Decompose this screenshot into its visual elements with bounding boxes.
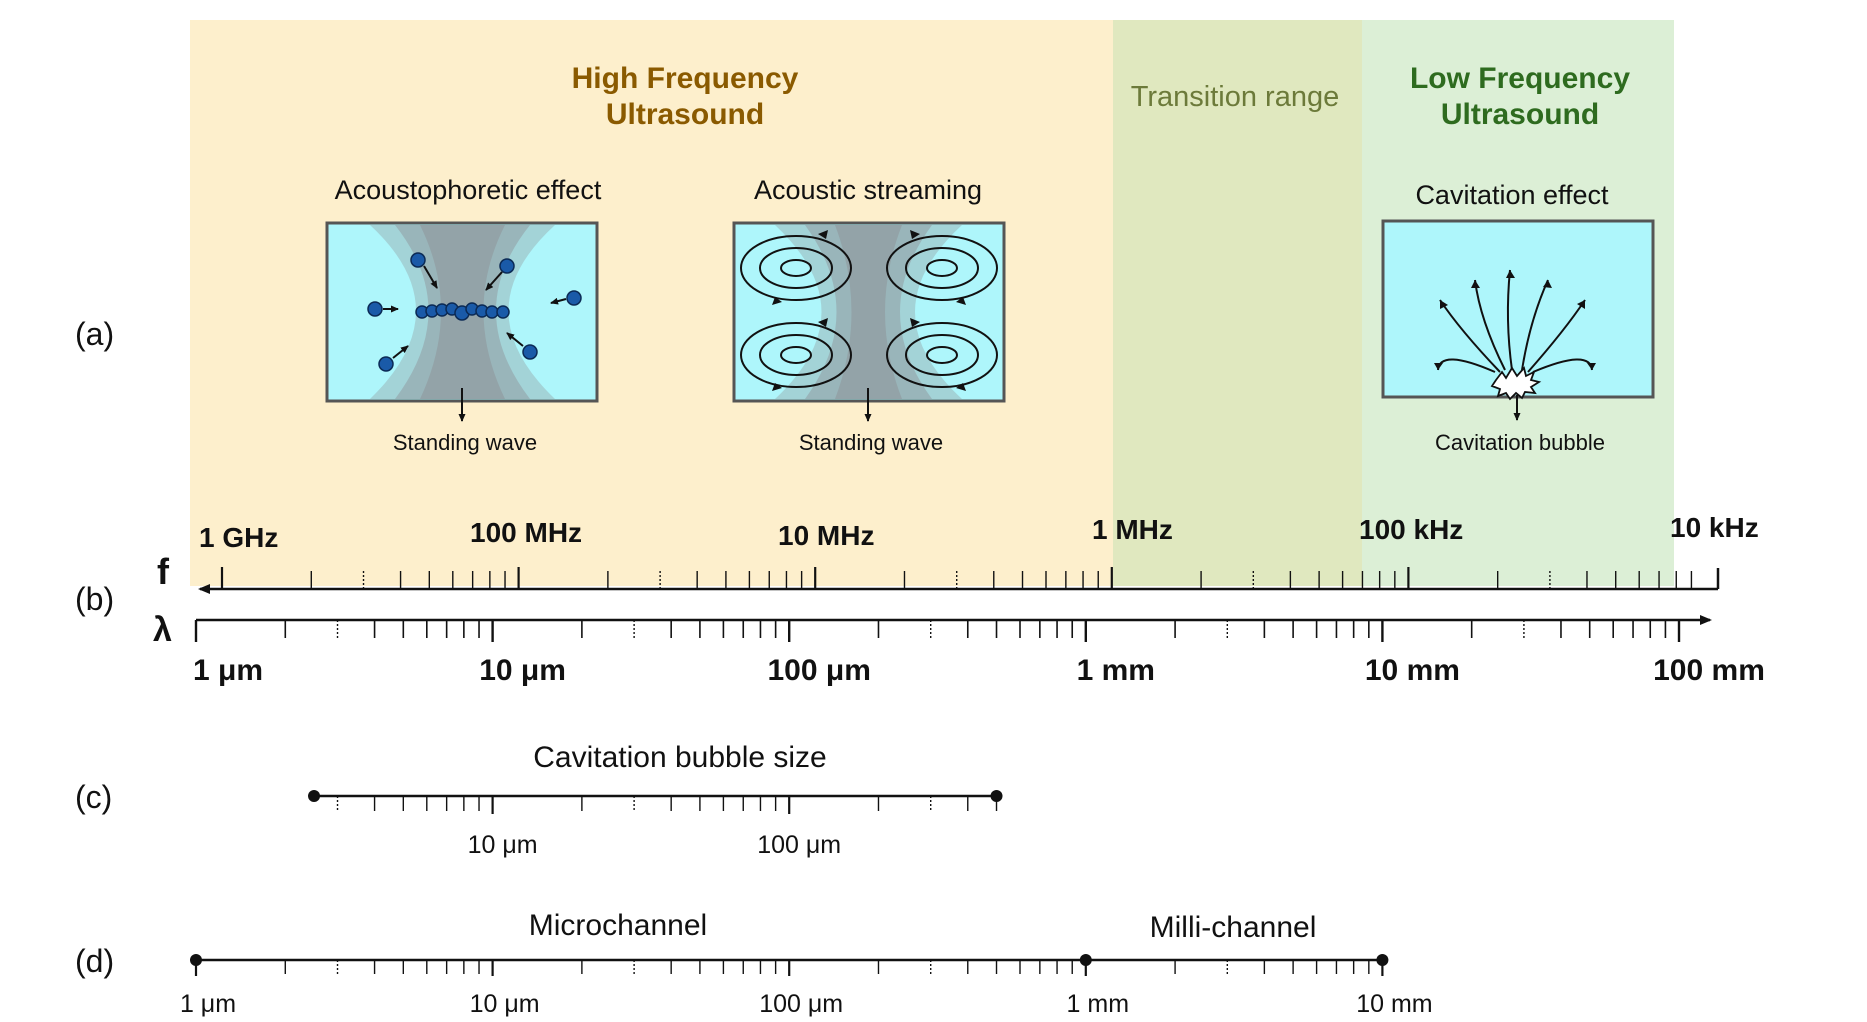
panel-label-c: (c) [75, 779, 112, 815]
bubble-label-10um: 10 μm [468, 831, 538, 859]
millichannel-end-dot [1376, 954, 1389, 966]
channel-label: 1 mm [1067, 990, 1130, 1018]
streaming-title: Acoustic streaming [754, 175, 982, 205]
bubble-size-end-dot [990, 790, 1003, 802]
wavelength-symbol: λ [153, 611, 172, 649]
bubble-size-title: Cavitation bubble size [533, 741, 827, 774]
freq-label-100khz: 100 kHz [1359, 514, 1463, 545]
freq-label-10mhz: 10 MHz [778, 520, 874, 551]
microchannel-start-dot [190, 954, 202, 966]
frequency-axis-ticks [220, 567, 1693, 589]
freq-label-100mhz: 100 MHz [470, 517, 582, 548]
channel-scale: 1 μm 10 μm 100 μm 1 mm 10 mm [180, 954, 1433, 1018]
wavelength-label: 1 μm [193, 654, 263, 687]
panel-label-b: (b) [75, 581, 114, 617]
channel-label: 100 μm [759, 990, 843, 1018]
cavitation-illustration: Cavitation effect Cavitation bubble [1381, 180, 1655, 455]
bubble-label-100um: 100 μm [757, 831, 841, 859]
channel-label: 10 μm [470, 990, 540, 1018]
bubble-size-scale: 10 μm 100 μm [308, 790, 1003, 859]
acoustophoretic-title: Acoustophoretic effect [335, 175, 602, 205]
wavelength-label: 10 mm [1365, 654, 1460, 687]
channel-boundary-dot [1079, 954, 1092, 966]
streaming-caption: Standing wave [799, 430, 943, 455]
wavelength-label: 100 μm [767, 654, 870, 687]
acoustophoretic-caption: Standing wave [393, 430, 537, 455]
panel-label-a: (a) [75, 316, 114, 352]
wavelength-axis-ticks [194, 620, 1681, 642]
channel-label: 10 mm [1356, 990, 1432, 1018]
cavitation-caption: Cavitation bubble [1435, 430, 1605, 455]
bubble-size-start-dot [308, 790, 321, 802]
wavelength-label: 100 mm [1653, 654, 1765, 687]
wavelength-label: 10 μm [479, 654, 566, 687]
transition-title: Transition range [1131, 81, 1339, 113]
freq-label-1mhz: 1 MHz [1092, 514, 1173, 545]
freq-label-10khz: 10 kHz [1670, 512, 1759, 543]
low-frequency-title-line1: Low Frequency [1410, 62, 1630, 95]
panel-label-d: (d) [75, 943, 114, 979]
freq-label-1ghz: 1 GHz [199, 522, 278, 553]
microchannel-title: Microchannel [529, 909, 707, 942]
wavelength-label: 1 mm [1077, 654, 1155, 687]
low-frequency-title-line2: Ultrasound [1441, 98, 1599, 131]
frequency-symbol: f [157, 551, 170, 592]
transition-band [1113, 20, 1362, 586]
wavelength-axis-labels: 1 μm 10 μm 100 μm 1 mm 10 mm 100 mm [193, 654, 1765, 687]
streaming-illustration: Acoustic streaming Standing wave [732, 175, 1006, 455]
high-frequency-title-line1: High Frequency [572, 62, 799, 95]
millichannel-title: Milli-channel [1150, 911, 1317, 944]
channel-label: 1 μm [180, 990, 236, 1018]
high-frequency-title-line2: Ultrasound [606, 98, 764, 131]
acoustophoretic-illustration: Acoustophoretic effect Standing wave [325, 175, 602, 455]
cavitation-title: Cavitation effect [1415, 180, 1609, 210]
